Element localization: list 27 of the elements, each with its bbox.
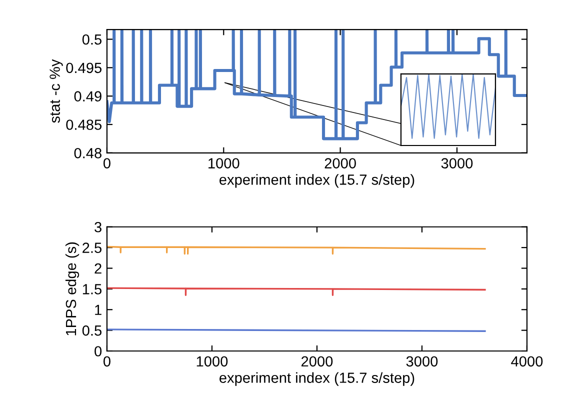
y-tick-label: 0 [94,346,102,356]
y-axis-title: stat -c %y [50,59,63,123]
y-tick-label: 0.49 [74,91,102,102]
y-tick-label: 2.5 [82,242,102,253]
x-tick-label: 0 [103,158,110,168]
x-axis-title: experiment index (15.7 s/step) [220,174,414,188]
y-tick-label: 3 [94,222,102,232]
y-axis-title: 1PPS edge (s) [65,242,80,336]
x-tick-label: 1000 [208,158,240,168]
line-series [106,246,486,255]
y-tick-label: 0.48 [74,148,102,158]
x-tick-label: 0 [103,356,110,367]
y-tick-label: 0.485 [66,120,102,130]
x-tick-label: 3000 [441,158,473,168]
y-tick-label: 2 [94,263,102,274]
x-axis-title: experiment index (15.7 s/step) [220,372,414,386]
y-tick-label: 0.5 [82,34,102,45]
y-tick-label: 0.5 [82,325,102,336]
x-tick-label: 4000 [511,356,543,367]
y-tick-label: 1 [95,304,102,315]
x-tick-label: 1000 [196,356,228,367]
y-tick-label: 0.495 [66,62,102,74]
x-tick-label: 2000 [301,356,333,367]
line-series [106,287,486,296]
x-tick-label: 3000 [406,356,438,367]
y-tick-label: 1.5 [82,284,102,294]
x-tick-label: 2000 [324,158,356,168]
